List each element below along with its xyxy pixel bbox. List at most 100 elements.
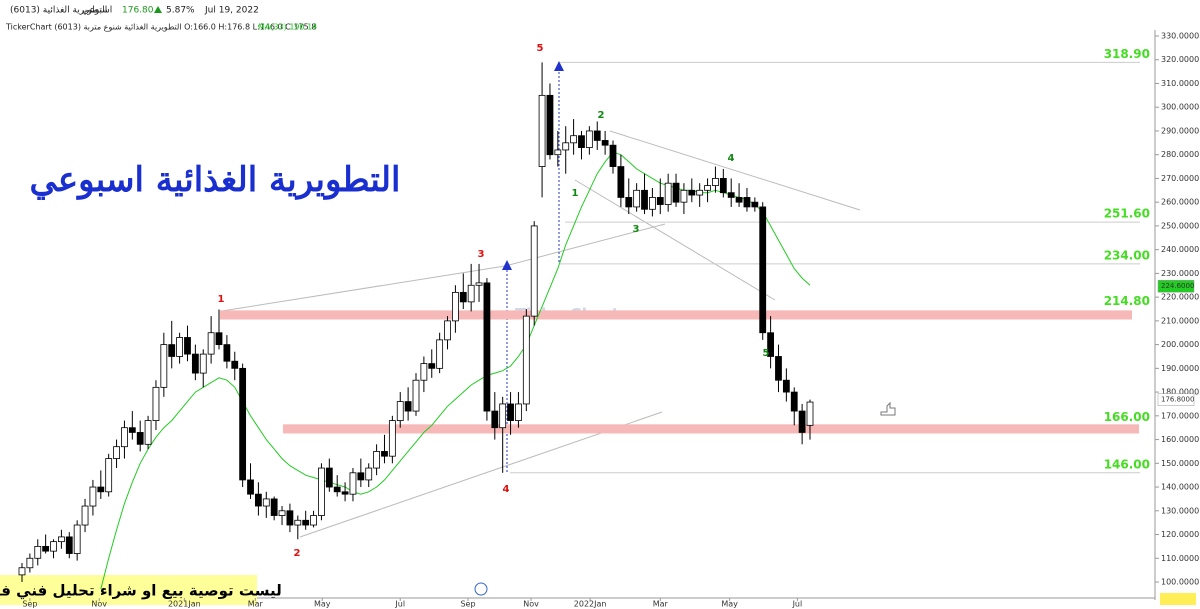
y-tick-label: 220.0000 — [1161, 293, 1199, 302]
candle — [184, 325, 191, 362]
x-tick-label: Sep — [460, 600, 475, 609]
candle-body — [719, 178, 727, 194]
candle — [483, 278, 491, 421]
candle-body — [184, 337, 191, 355]
thumb-icon[interactable] — [880, 401, 896, 416]
candle — [507, 392, 514, 435]
x-tick-label: May — [314, 600, 331, 609]
candle-body — [436, 339, 444, 369]
level-label: 146.00 — [1104, 457, 1150, 471]
y-tick-label: 260.0000 — [1161, 198, 1199, 207]
candle — [176, 332, 184, 364]
candle — [144, 415, 152, 450]
candle — [633, 183, 641, 212]
candle — [58, 529, 65, 549]
candle-body — [546, 94, 554, 156]
candle — [168, 320, 176, 369]
candle — [349, 468, 357, 502]
candle — [436, 332, 444, 374]
candle-body — [381, 451, 388, 457]
candle-body — [656, 197, 664, 205]
wave-label: 1 — [572, 188, 579, 199]
candle — [617, 154, 625, 207]
candle-body — [168, 344, 176, 357]
candle — [136, 420, 144, 452]
candle — [459, 273, 467, 309]
x-tick-label: 2022Jan — [574, 600, 607, 609]
candle — [412, 373, 420, 416]
candle-body — [530, 225, 538, 317]
y-tick-label: 280.0000 — [1161, 150, 1199, 159]
y-tick-label: 130.0000 — [1161, 506, 1199, 515]
y-tick-label: 190.0000 — [1161, 364, 1199, 373]
candle-body — [65, 536, 73, 554]
mode-badge[interactable] — [1160, 593, 1196, 605]
candle-body — [522, 315, 530, 405]
candle-body — [121, 427, 128, 448]
candle — [530, 221, 538, 326]
candle — [656, 178, 664, 215]
candle-body — [806, 401, 814, 426]
candle — [381, 434, 388, 464]
candle — [73, 520, 81, 561]
candle — [121, 420, 128, 459]
x-tick-label: Nov — [523, 600, 539, 609]
y-tick-label: 310.0000 — [1161, 79, 1199, 88]
candle — [649, 187, 656, 217]
candle-body — [404, 401, 412, 412]
candle-body — [633, 189, 641, 208]
candle — [538, 62, 546, 198]
candle — [712, 166, 719, 193]
candle-body — [499, 403, 507, 429]
price: 176.80 — [122, 6, 154, 16]
y-tick-label: 200.0000 — [1161, 340, 1199, 349]
candle — [262, 491, 270, 518]
candle-body — [688, 189, 696, 196]
x-tick-label: Jul — [394, 600, 405, 609]
symbol: (6013) التطويرية الغذائية — [10, 6, 107, 16]
candle-body — [136, 432, 144, 445]
candle — [160, 332, 168, 397]
price-badge — [1157, 279, 1195, 293]
candle — [254, 482, 262, 516]
wave-label: 2 — [598, 110, 605, 121]
candle-body — [554, 149, 562, 156]
candle — [215, 309, 223, 350]
wave-label: 1 — [218, 294, 225, 305]
b-icon[interactable] — [474, 582, 488, 596]
candle — [81, 498, 89, 533]
candle — [318, 463, 325, 521]
candle — [428, 349, 436, 378]
candle-body — [191, 353, 199, 374]
candle-body — [89, 486, 97, 507]
candle-body — [680, 189, 688, 203]
candle-body — [459, 291, 467, 303]
candle-body — [42, 545, 50, 552]
candle — [365, 463, 373, 488]
candle — [775, 344, 782, 393]
candle — [562, 126, 570, 174]
candle — [26, 553, 34, 573]
candle — [593, 121, 601, 150]
candle — [113, 439, 120, 469]
candle — [18, 563, 26, 582]
candle — [719, 168, 727, 198]
candle — [357, 458, 365, 488]
candle-body — [704, 185, 711, 191]
candle — [451, 285, 459, 333]
candle — [475, 263, 483, 302]
candle-body — [507, 403, 514, 421]
candle — [373, 444, 381, 476]
candle — [199, 349, 207, 388]
candle-body — [231, 360, 239, 369]
candle-body — [444, 320, 451, 341]
candle — [806, 399, 814, 440]
wave-label: 3 — [633, 224, 640, 235]
candle — [743, 187, 751, 212]
candle-body — [333, 486, 341, 493]
candle-body — [712, 178, 719, 186]
candle — [97, 470, 105, 499]
period: اسبوعي — [82, 6, 112, 16]
candle — [601, 130, 609, 155]
candle — [333, 475, 341, 497]
